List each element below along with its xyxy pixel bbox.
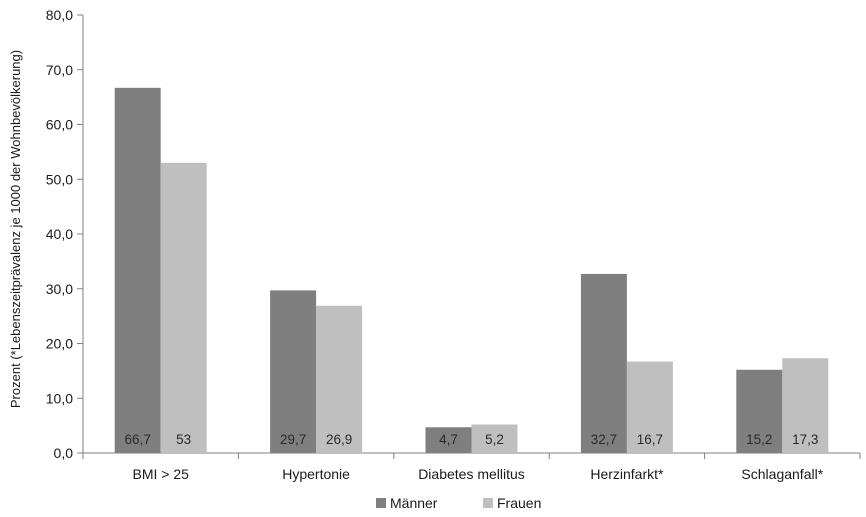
- data-label: 16,7: [637, 432, 663, 447]
- y-ticks: 0,0 10,0 20,0 30,0 40,0 50,0 60,0 70,0 80,0: [46, 7, 83, 461]
- bar-maenner: [736, 369, 783, 453]
- x-category-label: BMI > 25: [132, 466, 189, 482]
- legend-swatch: [376, 498, 386, 508]
- y-tick-label: 60,0: [46, 117, 73, 133]
- y-axis-title-group: Prozent (*Lebenszeitprävalenz je 1000 de…: [8, 50, 23, 408]
- x-category-label: Diabetes mellitus: [418, 466, 525, 482]
- bar-frauen: [316, 305, 363, 453]
- legend-label: Frauen: [497, 495, 541, 511]
- data-label: 53: [176, 432, 191, 447]
- data-label: 32,7: [591, 432, 617, 447]
- y-tick-label: 0,0: [54, 445, 74, 461]
- data-labels: 66,7 53 29,7 26,9 4,7 5,2 32,7 16,7 15,2 17,3: [125, 432, 819, 447]
- data-label: 15,2: [746, 432, 772, 447]
- bar-maenner: [425, 427, 472, 453]
- bar-frauen: [626, 361, 673, 453]
- bar-frauen: [782, 358, 829, 453]
- bar-frauen: [160, 162, 207, 453]
- x-labels: BMI > 25 Hypertonie Diabetes mellitus Herzi…: [132, 466, 823, 482]
- bars: [114, 87, 829, 453]
- y-tick-label: 70,0: [46, 62, 73, 78]
- bar-frauen: [471, 424, 518, 453]
- legend-swatch: [483, 498, 493, 508]
- data-label: 17,3: [792, 432, 818, 447]
- x-category-label: Herzinfarkt*: [590, 466, 664, 482]
- x-category-label: Schlaganfall*: [741, 466, 823, 482]
- x-category-label: Hypertonie: [282, 466, 350, 482]
- data-label: 4,7: [439, 432, 458, 447]
- bar-maenner: [580, 273, 627, 453]
- y-tick-label: 10,0: [46, 390, 73, 406]
- y-tick-label: 50,0: [46, 171, 73, 187]
- legend: Männer Frauen: [376, 495, 541, 511]
- y-axis-title: Prozent (*Lebenszeitprävalenz je 1000 de…: [8, 50, 23, 408]
- data-label: 26,9: [326, 432, 352, 447]
- bar-maenner: [270, 290, 317, 453]
- y-tick-label: 80,0: [46, 7, 73, 23]
- data-label: 29,7: [280, 432, 306, 447]
- y-tick-label: 40,0: [46, 226, 73, 242]
- data-label: 66,7: [125, 432, 151, 447]
- legend-label: Männer: [390, 495, 438, 511]
- y-tick-label: 30,0: [46, 281, 73, 297]
- data-label: 5,2: [485, 432, 504, 447]
- y-tick-label: 20,0: [46, 336, 73, 352]
- bar-maenner: [114, 87, 161, 453]
